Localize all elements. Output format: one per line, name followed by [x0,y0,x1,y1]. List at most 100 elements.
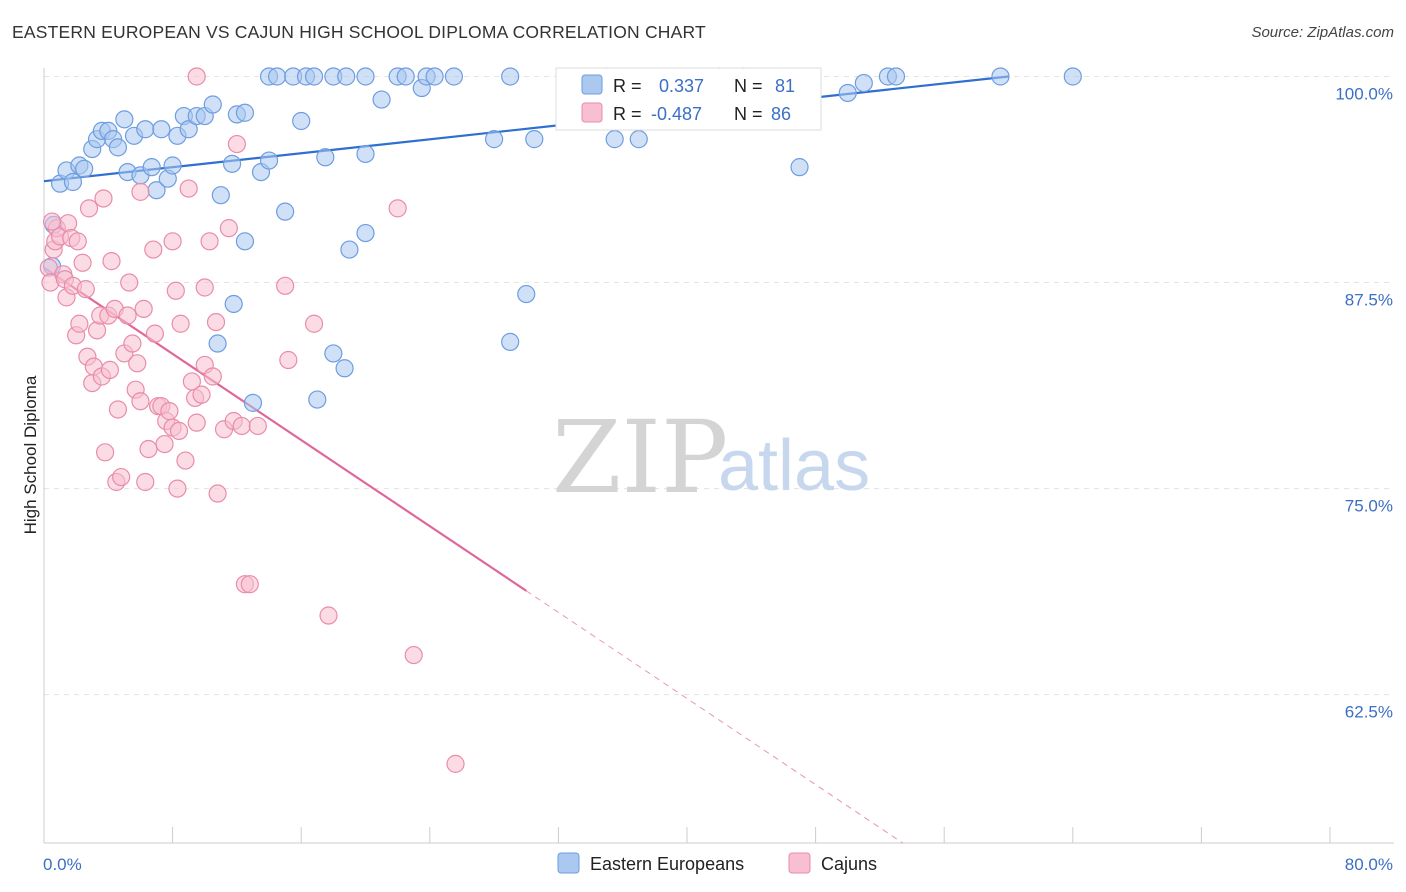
legend-n-value-pink: 86 [771,104,791,124]
data-point [118,306,137,325]
legend-swatch-pink [581,102,603,123]
scatter-points [39,67,1082,773]
legend-n-label-pink: N = [734,104,763,124]
data-point [155,434,174,454]
data-point [292,111,311,131]
series-label-cajuns: Cajuns [821,854,877,874]
data-point [501,67,520,86]
data-point [259,151,279,170]
data-point [179,179,198,198]
data-point [200,232,219,251]
data-point [248,416,267,436]
data-point [152,120,171,139]
data-point [100,360,120,380]
data-point [224,294,243,314]
data-point [187,413,206,432]
data-point [337,67,356,86]
data-point [63,172,83,192]
data-point [219,219,238,238]
data-point [206,312,226,332]
data-point [485,130,504,149]
data-point [304,314,324,333]
data-point [404,645,423,665]
y-tick-label: 62.5% [1345,703,1393,722]
data-point [187,67,206,86]
y-tick-label: 75.0% [1345,497,1393,516]
data-point [425,67,444,86]
data-point [356,223,375,243]
x-tick-labels: 0.0% 80.0% [43,855,1393,874]
legend-r-label-pink: R = [613,104,642,124]
data-point [235,232,255,251]
data-point [192,385,211,404]
series-legend: Eastern Europeans Cajuns [557,852,877,874]
data-point [115,110,134,129]
y-tick-label: 100.0% [1335,84,1393,103]
data-point [144,240,163,259]
data-point [319,606,338,625]
data-point [166,281,185,300]
data-point [1063,67,1082,86]
data-point [208,484,227,503]
x-tick-label-max: 80.0% [1345,855,1393,874]
data-point [308,390,327,409]
data-point [211,186,230,205]
legend-r-label-blue: R = [613,76,642,96]
data-point [208,334,227,353]
data-point [136,472,155,492]
series-swatch-cajuns [788,852,811,874]
data-point [73,253,92,272]
gridlines [44,75,1394,696]
y-tick-labels: 100.0% 87.5% 75.0% 62.5% [1335,84,1393,721]
data-point [163,156,182,175]
data-point [163,232,182,251]
data-point [235,103,255,122]
data-point [243,393,263,412]
data-point [446,754,465,773]
data-point [388,199,407,218]
data-point [76,280,95,299]
data-point [279,350,298,370]
data-point [42,212,62,231]
source-credit: Source: ZipAtlas.com [1251,24,1394,41]
series-cajuns [39,67,465,773]
data-point [136,120,155,139]
data-point [108,138,128,157]
data-point [240,575,259,594]
watermark: ZIP atlas [552,399,870,516]
data-point [316,148,335,167]
data-point [112,467,131,487]
series-swatch-eastern-europeans [557,852,580,874]
watermark-zip: ZIP [552,399,728,516]
data-point [517,284,536,304]
data-point [95,443,115,462]
data-point [372,90,391,109]
data-point [176,451,195,470]
data-point [222,154,242,173]
watermark-atlas: atlas [718,426,870,506]
data-point [131,182,150,201]
data-point [304,67,324,86]
trend-line-extension [525,590,903,844]
data-point [142,158,161,177]
x-tick-label-min: 0.0% [43,855,82,874]
data-point [396,67,415,86]
data-point [169,421,189,440]
data-point [120,273,139,292]
y-tick-label: 87.5% [1345,291,1393,310]
legend-n-label-blue: N = [734,76,763,96]
series-label-eastern-europeans: Eastern Europeans [590,854,744,874]
data-point [991,67,1010,86]
data-point [79,199,99,218]
data-point [87,321,107,340]
data-point [70,314,89,333]
data-point [356,144,375,164]
data-point [886,67,906,86]
data-point [108,400,128,419]
data-point [324,344,343,363]
data-point [139,439,158,459]
data-point [854,73,873,93]
data-point [203,95,222,114]
data-point [605,130,624,149]
